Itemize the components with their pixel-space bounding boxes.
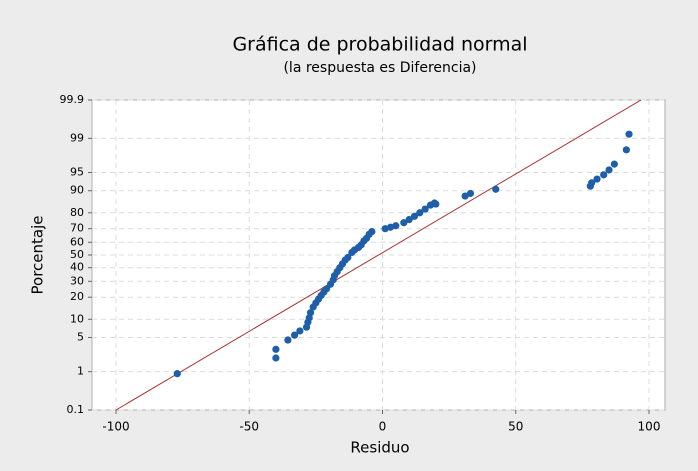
point bbox=[600, 171, 608, 179]
point bbox=[625, 130, 633, 138]
y-tick-label: 95 bbox=[70, 165, 84, 178]
y-tick-label: 30 bbox=[70, 274, 84, 287]
y-tick-label: 50 bbox=[70, 248, 84, 261]
x-tick-label: 0 bbox=[379, 420, 387, 434]
point bbox=[421, 205, 429, 213]
point bbox=[368, 227, 376, 236]
y-tick-label: 10 bbox=[70, 312, 84, 325]
y-tick-label: 70 bbox=[70, 222, 84, 235]
point bbox=[416, 209, 424, 217]
point bbox=[306, 309, 315, 317]
y-tick-label: 20 bbox=[70, 290, 84, 303]
y-tick-label: 90 bbox=[70, 184, 84, 197]
point bbox=[593, 175, 601, 183]
point bbox=[296, 327, 304, 335]
point bbox=[492, 185, 500, 193]
point bbox=[461, 192, 469, 200]
y-tick-label: 99.9 bbox=[60, 93, 85, 106]
y-tick-label: 5 bbox=[77, 331, 84, 344]
point bbox=[272, 345, 280, 353]
x-tick-label: -50 bbox=[239, 420, 259, 434]
point bbox=[284, 336, 292, 344]
point bbox=[466, 189, 475, 198]
x-tick-label: -100 bbox=[102, 420, 129, 434]
reference-line bbox=[115, 99, 642, 411]
y-tick-label: 0.1 bbox=[67, 403, 85, 416]
chart-title: Gráfica de probabilidad normal bbox=[232, 34, 527, 56]
x-axis-label: Residuo bbox=[350, 439, 409, 457]
y-tick-label: 99 bbox=[70, 131, 84, 144]
y-tick-label: 1 bbox=[77, 365, 84, 378]
point bbox=[290, 331, 299, 339]
y-axis-label: Porcentaje bbox=[29, 216, 47, 295]
point bbox=[588, 179, 596, 187]
point bbox=[392, 222, 400, 230]
y-tick-label: 80 bbox=[70, 206, 84, 219]
chart-subtitle: (la respuesta es Diferencia) bbox=[283, 60, 476, 76]
y-tick-label: 60 bbox=[70, 235, 84, 248]
point bbox=[605, 166, 613, 174]
x-tick-label: 100 bbox=[638, 420, 661, 434]
point bbox=[410, 212, 419, 220]
point bbox=[432, 200, 440, 208]
point bbox=[272, 354, 280, 362]
point bbox=[400, 219, 408, 227]
point bbox=[622, 146, 630, 154]
x-tick-label: 50 bbox=[508, 420, 523, 434]
point bbox=[344, 253, 352, 262]
point bbox=[405, 215, 413, 224]
point bbox=[610, 160, 618, 168]
y-tick-label: 40 bbox=[70, 261, 84, 274]
point bbox=[173, 370, 181, 378]
